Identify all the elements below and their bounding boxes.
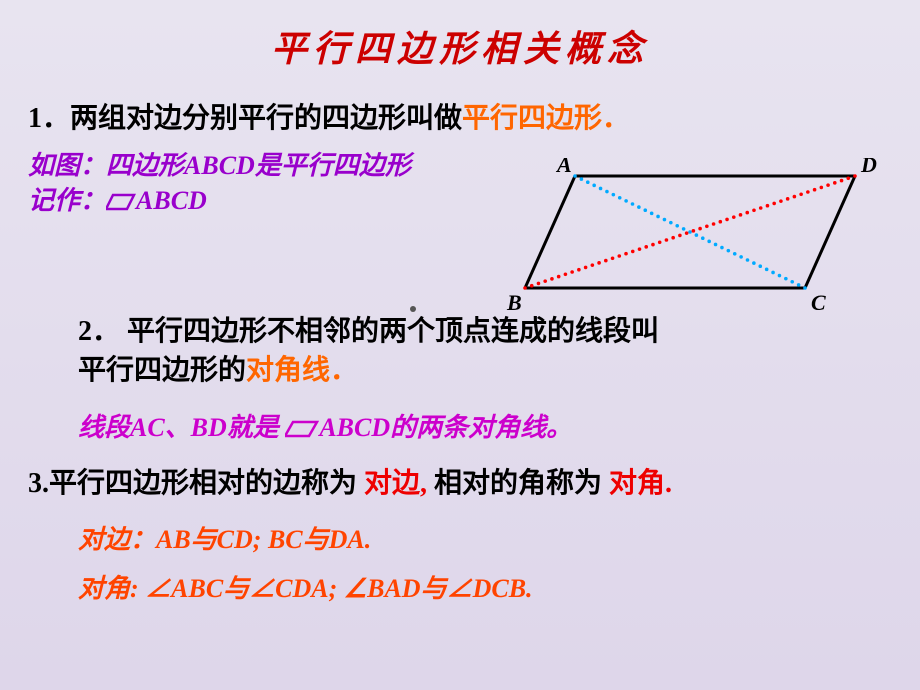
point-2: 2． 平行四边形不相邻的两个顶点连成的线段叫 平行四边形的对角线． xyxy=(78,312,892,390)
parallelogram-symbol-magenta xyxy=(285,415,319,445)
sub-sides: 对边：AB与CD; BC与DA. xyxy=(78,515,892,564)
p3-text-b: 相对的角称为 xyxy=(427,468,609,499)
sub-angles: 对角: ∠ABC与∠CDA; ∠BAD与∠DCB. xyxy=(78,564,892,613)
p3-side: 对边, xyxy=(364,468,427,499)
p2-keyword: 对角线 xyxy=(246,355,330,386)
pl1b: ABCD xyxy=(184,151,255,180)
pl2a: 记作： xyxy=(28,186,106,215)
point-3: 3.平行四边形相对的边称为 对边, 相对的角称为 对角. xyxy=(28,461,892,501)
svg-text:B: B xyxy=(506,290,522,315)
p3-ang: 对角. xyxy=(609,468,672,499)
p2-num: 2． xyxy=(78,316,120,347)
svg-text:C: C xyxy=(811,290,826,315)
pl1c: 是平行四边形 xyxy=(255,151,411,180)
p3-text-a: 平行四边形相对的边称为 xyxy=(49,468,364,499)
diagonal-line-text: 线段AC、BD就是 ABCD的两条对角线。 xyxy=(78,407,892,445)
p2-text-b: 平行四边形的 xyxy=(78,355,246,386)
dg-b: ABCD的两条对角线。 xyxy=(319,413,572,442)
p2-text-a: 平行四边形不相邻的两个顶点连成的线段叫 xyxy=(120,316,659,347)
svg-text:A: A xyxy=(555,158,572,177)
sub-lines: 对边：AB与CD; BC与DA. 对角: ∠ABC与∠CDA; ∠BAD与∠DC… xyxy=(78,515,892,614)
p2-period: ． xyxy=(330,355,358,386)
dot-marker-icon xyxy=(410,306,416,312)
parallelogram-diagram: A D B C xyxy=(505,158,885,318)
pl2b: ABCD xyxy=(136,186,207,215)
parallelogram-symbol-purple xyxy=(106,185,136,220)
p1-num: 1． xyxy=(28,103,70,134)
point-1: 1．两组对边分别平行的四边形叫做平行四边形． xyxy=(28,96,892,136)
pl1a: 如图：四边形 xyxy=(28,151,184,180)
dg-a: 线段AC、BD就是 xyxy=(78,413,285,442)
p1-keyword: 平行四边形 xyxy=(462,103,602,134)
svg-text:D: D xyxy=(860,158,877,177)
p1-text-a: 两组对边分别平行的四边形叫做 xyxy=(70,103,462,134)
p1-period: ． xyxy=(602,103,630,134)
page-title: 平行四边形相关概念 xyxy=(0,0,920,72)
content-area: 1．两组对边分别平行的四边形叫做平行四边形． 如图：四边形ABCD是平行四边形 … xyxy=(0,72,920,613)
p3-num: 3. xyxy=(28,468,49,499)
